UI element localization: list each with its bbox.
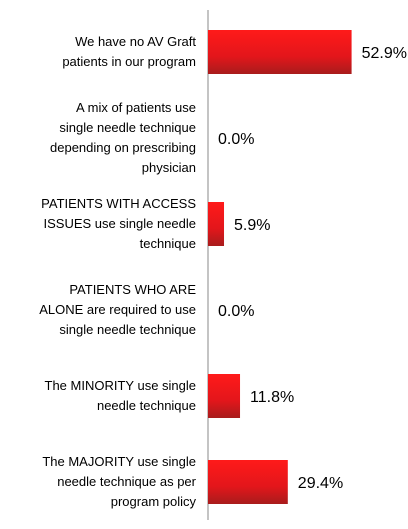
category-label: The MINORITY use single needle technique	[44, 378, 196, 413]
bar	[208, 30, 352, 74]
value-label: 11.8%	[250, 389, 294, 406]
value-label: 0.0%	[218, 303, 254, 320]
category-label: The MAJORITY use single needle technique…	[42, 454, 196, 509]
bar	[208, 374, 241, 418]
category-label: PATIENTS WITH ACCESS ISSUES use single n…	[41, 196, 196, 251]
value-label: 52.9%	[362, 45, 407, 62]
category-label: A mix of patients use single needle tech…	[50, 100, 196, 175]
value-label: 5.9%	[234, 217, 270, 234]
category-label: PATIENTS WHO ARE ALONE are required to u…	[39, 282, 196, 337]
category-label: We have no AV Graft patients in our prog…	[62, 34, 196, 69]
value-label: 29.4%	[298, 475, 343, 492]
bar	[208, 202, 225, 246]
bar	[208, 460, 288, 504]
value-label: 0.0%	[218, 131, 254, 148]
